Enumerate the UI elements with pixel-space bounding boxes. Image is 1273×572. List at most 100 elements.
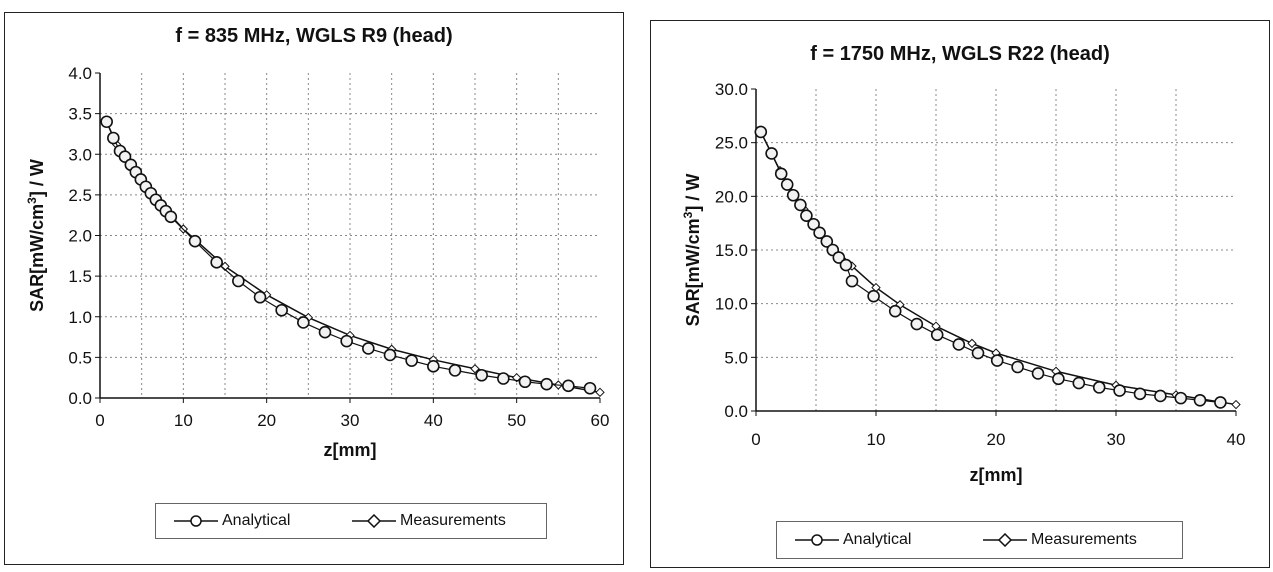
- data-point-analytical: [1214, 396, 1227, 409]
- series-line-analytical: [106, 121, 591, 389]
- data-point-analytical: [1052, 372, 1065, 386]
- y-axis-label: SAR[mW/cm3] / W: [681, 174, 703, 327]
- circle-marker-icon: [795, 534, 839, 546]
- y-tick-label: 0.0: [68, 389, 92, 408]
- legend: Analytical Measurements: [776, 521, 1183, 559]
- data-point-analytical: [832, 251, 846, 264]
- data-point-analytical: [765, 147, 778, 160]
- y-tick-label: 3.0: [68, 145, 92, 164]
- y-tick-label: 0.0: [724, 402, 748, 421]
- y-tick-label: 0.5: [68, 348, 92, 367]
- data-point-analytical: [813, 226, 826, 240]
- x-axis-label: z[mm]: [324, 440, 377, 460]
- y-axis-label: SAR[mW/cm3] / W: [25, 159, 47, 312]
- data-point-analytical: [562, 379, 575, 393]
- data-point-analytical: [253, 290, 267, 304]
- data-point-analytical: [867, 289, 880, 303]
- y-tick-label: 5.0: [724, 348, 748, 367]
- x-tick-label: 40: [424, 411, 443, 430]
- data-point-analytical: [786, 188, 800, 202]
- data-point-measurement: [1231, 399, 1241, 410]
- x-tick-label: 10: [174, 411, 193, 430]
- data-point-analytical: [297, 316, 310, 329]
- data-point-analytical: [497, 372, 510, 385]
- y-axis-label-part: ] / W: [683, 174, 703, 212]
- data-point-analytical: [405, 354, 418, 367]
- data-point-analytical: [232, 274, 245, 288]
- x-tick-label: 20: [257, 411, 276, 430]
- data-point-analytical: [427, 360, 440, 373]
- y-tick-label: 1.0: [68, 308, 92, 327]
- chart-panel-1750mhz: f = 1750 MHz, WGLS R22 (head) 0.0 5.0 10.0…: [650, 20, 1270, 568]
- data-point-analytical: [188, 234, 202, 248]
- y-tick-label: 15.0: [715, 241, 748, 260]
- data-point-analytical: [930, 328, 944, 342]
- legend-label-analytical: Analytical: [222, 512, 291, 529]
- legend-item-analytical: Analytical: [795, 522, 911, 558]
- legend-label-measurements: Measurements: [1031, 531, 1137, 548]
- data-point-analytical: [754, 125, 768, 139]
- data-point-analytical: [210, 256, 223, 269]
- x-tick-label: 60: [591, 411, 610, 430]
- data-point-analytical: [888, 304, 902, 318]
- data-point-analytical: [1072, 376, 1086, 390]
- data-point-analytical: [362, 342, 375, 355]
- data-point-analytical: [952, 338, 966, 351]
- data-point-analytical: [1011, 360, 1024, 374]
- x-tick-label: 50: [507, 411, 526, 430]
- x-tick-label: 0: [751, 430, 760, 449]
- data-point-analytical: [518, 375, 532, 389]
- data-point-analytical: [845, 274, 859, 288]
- data-point-analytical: [107, 131, 120, 145]
- data-point-analytical: [910, 317, 924, 331]
- diamond-marker-icon: [352, 514, 396, 528]
- x-tick-label: 10: [867, 430, 886, 449]
- chart-835mhz: 0.0 0.5 1.0 1.5 2.0 2.5 3.0 3.5 4.0 0 10 20 30 40 50 60…: [25, 64, 610, 460]
- data-point-measurement: [967, 338, 977, 349]
- data-point-analytical: [448, 364, 462, 377]
- data-point-analytical: [1154, 389, 1167, 403]
- legend-item-measurements: Measurements: [352, 504, 506, 538]
- y-axis-label-superscript: 3: [681, 211, 695, 218]
- series-line-analytical: [760, 131, 1221, 404]
- y-axis-label-superscript: 3: [25, 197, 39, 204]
- y-axis-label-part: SAR[mW/cm: [683, 218, 703, 326]
- x-axis-label: z[mm]: [970, 465, 1023, 485]
- series-line-measurements: [105, 121, 601, 394]
- y-tick-label: 3.5: [68, 105, 92, 124]
- data-point-analytical: [971, 346, 985, 360]
- diamond-marker-icon: [983, 533, 1027, 547]
- y-tick-label: 2.5: [68, 186, 92, 205]
- legend: Analytical Measurements: [155, 503, 547, 539]
- y-tick-label: 2.0: [68, 227, 92, 246]
- data-point-analytical: [1092, 381, 1106, 394]
- legend-item-analytical: Analytical: [174, 504, 290, 538]
- data-point-analytical: [164, 210, 178, 224]
- data-point-measurement: [470, 364, 480, 374]
- data-point-analytical: [1031, 367, 1045, 380]
- x-tick-label: 20: [987, 430, 1006, 449]
- data-point-analytical: [1174, 391, 1188, 405]
- chart-panel-835mhz: f = 835 MHz, WGLS R9 (head) 0.0 0.5 1.0 1.5…: [4, 12, 624, 565]
- chart-1750mhz: 0.0 5.0 10.0 15.0 20.0 25.0 30.0 0 10 20 30 40 z[mm]…: [681, 80, 1245, 485]
- data-point-analytical: [100, 115, 113, 129]
- data-point-measurement: [595, 387, 605, 398]
- data-point-analytical: [780, 178, 794, 191]
- y-tick-label: 10.0: [715, 295, 748, 314]
- x-tick-label: 30: [341, 411, 360, 430]
- data-point-analytical: [340, 334, 353, 348]
- data-point-analytical: [990, 354, 1004, 367]
- data-point-analytical: [383, 348, 397, 362]
- data-point-analytical: [800, 209, 813, 222]
- y-tick-label: 4.0: [68, 64, 92, 83]
- chart-title: f = 835 MHz, WGLS R9 (head): [175, 25, 453, 47]
- x-tick-label: 0: [95, 411, 104, 430]
- data-point-analytical: [275, 303, 288, 317]
- y-tick-label: 30.0: [715, 80, 748, 99]
- legend-label-measurements: Measurements: [400, 512, 506, 529]
- y-axis-label-part: SAR[mW/cm: [27, 204, 47, 312]
- data-point-analytical: [820, 235, 834, 248]
- data-point-analytical: [839, 258, 853, 272]
- data-point-analytical: [540, 377, 553, 391]
- data-point-analytical: [475, 368, 488, 382]
